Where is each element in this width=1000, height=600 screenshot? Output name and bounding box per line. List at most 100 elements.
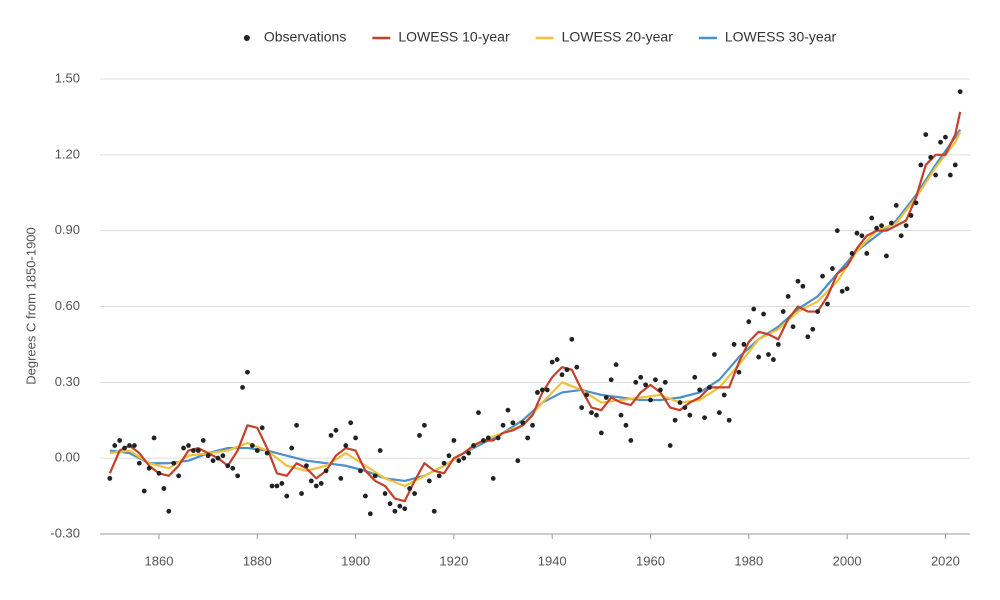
observation-point bbox=[436, 473, 442, 479]
observation-point bbox=[844, 286, 850, 292]
observation-point bbox=[461, 455, 467, 461]
observation-point bbox=[667, 443, 673, 448]
observation-point bbox=[299, 491, 304, 496]
x-tick-label: 1860 bbox=[145, 553, 174, 568]
legend-label: LOWESS 30-year bbox=[725, 29, 837, 45]
observation-point bbox=[156, 470, 162, 476]
observation-point bbox=[284, 493, 290, 499]
observation-point bbox=[613, 362, 619, 368]
observation-point bbox=[107, 475, 113, 481]
observation-point bbox=[884, 253, 889, 259]
observation-point bbox=[829, 266, 835, 271]
observation-point bbox=[451, 438, 457, 443]
observation-point bbox=[490, 475, 496, 481]
observation-point bbox=[677, 400, 683, 405]
observation-point bbox=[913, 200, 919, 206]
legend-item: LOWESS 20-year bbox=[535, 29, 673, 45]
legend: Observations LOWESS 10-year LOWESS 20-year… bbox=[243, 29, 837, 45]
observation-point bbox=[520, 420, 526, 426]
observation-point bbox=[569, 336, 575, 342]
y-tick-label: 0.60 bbox=[55, 298, 80, 313]
observation-point bbox=[367, 511, 373, 517]
observation-point bbox=[775, 342, 781, 347]
observation-point bbox=[928, 154, 934, 160]
observation-point bbox=[898, 233, 904, 239]
observation-point bbox=[854, 230, 860, 236]
observation-point bbox=[122, 445, 127, 451]
observation-point bbox=[549, 359, 555, 365]
observation-point bbox=[559, 372, 565, 378]
observation-point bbox=[947, 172, 953, 178]
observation-point bbox=[136, 460, 142, 466]
x-tick-label: 2000 bbox=[833, 553, 862, 568]
observation-point bbox=[908, 213, 914, 218]
observation-point bbox=[623, 422, 629, 428]
observation-point bbox=[790, 324, 796, 330]
observation-point bbox=[584, 392, 590, 398]
observation-point bbox=[195, 448, 201, 453]
observation-point bbox=[810, 326, 816, 332]
observation-point bbox=[225, 463, 231, 469]
observation-point bbox=[397, 503, 403, 509]
observation-point bbox=[190, 448, 196, 453]
observation-point bbox=[446, 453, 452, 459]
y-tick-label: 1.20 bbox=[55, 146, 80, 161]
observation-point bbox=[186, 443, 191, 448]
x-tick-label: 1940 bbox=[538, 553, 567, 568]
observation-point bbox=[500, 422, 506, 428]
observation-point bbox=[363, 493, 368, 499]
observation-point bbox=[736, 369, 742, 375]
observation-point bbox=[392, 508, 398, 514]
observation-point bbox=[323, 468, 329, 474]
observation-point bbox=[387, 501, 393, 507]
observation-point bbox=[294, 422, 300, 428]
observation-point bbox=[304, 463, 309, 469]
observation-point bbox=[716, 410, 722, 416]
observation-point bbox=[456, 458, 462, 464]
observation-point bbox=[117, 438, 123, 443]
observation-point bbox=[200, 438, 206, 443]
observation-point bbox=[608, 377, 614, 383]
observation-point bbox=[598, 430, 604, 436]
legend-label: Observations bbox=[264, 29, 346, 45]
y-tick-label: -0.30 bbox=[50, 525, 80, 540]
observation-point bbox=[166, 508, 172, 514]
observation-point bbox=[923, 132, 929, 138]
observation-point bbox=[643, 382, 648, 388]
observation-point bbox=[864, 251, 870, 256]
observation-point bbox=[657, 387, 663, 393]
observation-point bbox=[574, 364, 580, 370]
x-tick-label: 1960 bbox=[636, 553, 665, 568]
observation-point bbox=[259, 425, 265, 431]
observation-point bbox=[702, 415, 707, 421]
observation-point bbox=[594, 412, 599, 418]
observation-point bbox=[544, 387, 550, 393]
observation-point bbox=[171, 460, 177, 466]
observation-point bbox=[308, 478, 314, 484]
observation-point bbox=[146, 465, 152, 471]
observation-point bbox=[746, 319, 752, 325]
observation-point bbox=[466, 450, 472, 456]
legend-item: LOWESS 30-year bbox=[698, 29, 837, 45]
observation-point bbox=[348, 420, 354, 426]
observation-point bbox=[407, 486, 413, 491]
observation-point bbox=[618, 412, 624, 418]
y-tick-label: 0.90 bbox=[55, 222, 80, 237]
observation-point bbox=[756, 354, 762, 360]
observation-point bbox=[412, 491, 417, 496]
observation-point bbox=[800, 283, 806, 289]
y-tick-label: 0.30 bbox=[55, 374, 80, 389]
observation-point bbox=[127, 443, 132, 448]
observation-point bbox=[780, 309, 786, 314]
observation-point bbox=[825, 301, 830, 307]
x-tick-label: 1920 bbox=[439, 553, 468, 568]
observation-point bbox=[525, 435, 531, 441]
observation-point bbox=[353, 435, 358, 441]
observation-point bbox=[795, 278, 801, 284]
observation-point bbox=[903, 223, 909, 229]
lowess-line bbox=[109, 128, 962, 483]
observation-point bbox=[495, 435, 501, 441]
observation-point bbox=[141, 488, 147, 494]
observation-point bbox=[751, 306, 757, 312]
observation-point bbox=[471, 443, 476, 448]
